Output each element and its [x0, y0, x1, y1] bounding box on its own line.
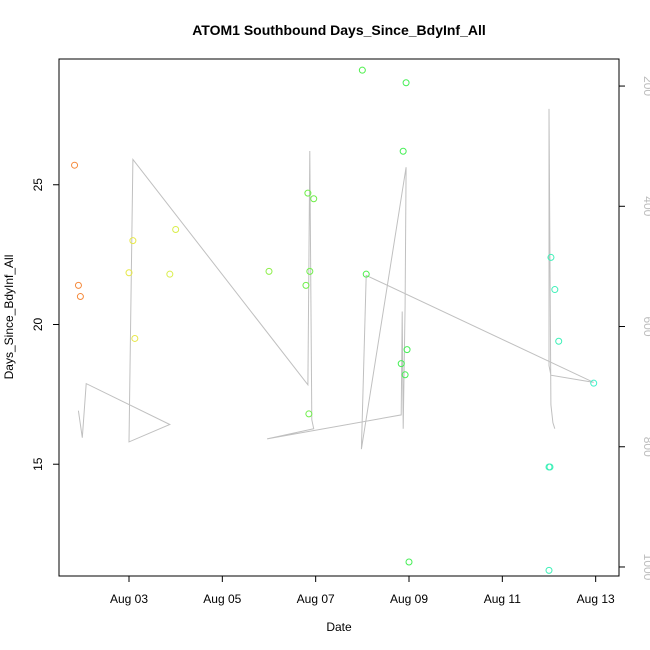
data-point: [304, 189, 312, 197]
x-axis: Aug 03 Aug 05 Aug 07 Aug 09 Aug 11 Aug 13: [110, 576, 615, 606]
y-left-tick-label: 15: [31, 457, 45, 471]
data-point: [302, 281, 310, 289]
y-left-tick-label: 25: [31, 178, 45, 192]
data-point: [305, 410, 313, 418]
data-point: [362, 270, 370, 278]
y-right-tick-label: 1000: [641, 554, 650, 581]
data-point: [546, 463, 554, 471]
data-point: [547, 253, 555, 261]
data-point: [172, 225, 180, 233]
data-point: [76, 293, 84, 301]
data-point: [310, 195, 318, 203]
y-left-tick-label: 20: [31, 317, 45, 331]
x-axis-label: Date: [326, 620, 352, 634]
data-point: [545, 566, 553, 574]
series-line: [77, 108, 594, 450]
y-right-tick-label: 800: [641, 437, 650, 457]
line-layer: [77, 108, 594, 450]
x-tick-label: Aug 09: [390, 592, 428, 606]
x-tick-label: Aug 05: [203, 592, 241, 606]
y-right-axis: 200 400 600 800 1000: [619, 76, 650, 581]
data-point: [399, 147, 407, 155]
y-left-axis: 15 20 25: [31, 178, 59, 471]
y-right-tick-label: 200: [641, 76, 650, 96]
data-point: [131, 334, 139, 342]
data-point: [129, 237, 137, 245]
data-point: [71, 161, 79, 169]
points-layer: [71, 66, 598, 574]
y-right-tick-label: 600: [641, 317, 650, 337]
data-point: [166, 270, 174, 278]
data-point: [555, 337, 563, 345]
x-tick-label: Aug 13: [577, 592, 615, 606]
data-point: [590, 379, 598, 387]
x-tick-label: Aug 11: [484, 592, 521, 606]
plot-frame: [58, 58, 620, 577]
y-right-tick-label: 400: [641, 196, 650, 216]
data-point: [551, 286, 559, 294]
x-tick-label: Aug 03: [110, 592, 148, 606]
data-point: [358, 66, 366, 74]
data-point: [306, 267, 314, 275]
data-point: [397, 360, 405, 368]
data-point: [402, 79, 410, 87]
data-point: [401, 371, 409, 379]
chart-title: ATOM1 Southbound Days_Since_BdyInf_All: [192, 22, 486, 38]
data-point: [265, 267, 273, 275]
y-axis-label: Days_Since_BdyInf_All: [2, 255, 16, 380]
data-point: [74, 281, 82, 289]
data-point: [405, 558, 413, 566]
data-point: [125, 269, 133, 277]
data-point: [403, 346, 411, 354]
x-tick-label: Aug 07: [297, 592, 335, 606]
